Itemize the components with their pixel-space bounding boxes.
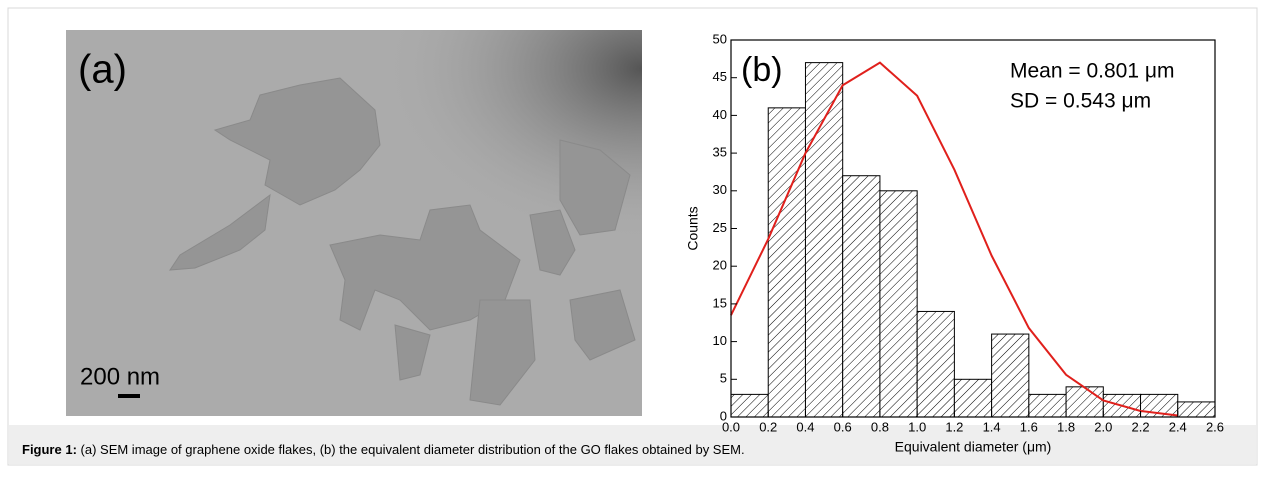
histogram-bar: [767, 107, 806, 418]
histogram-bar: [1065, 386, 1104, 418]
histogram-bar: [991, 333, 1030, 418]
x-tick-label: 1.6: [1020, 419, 1038, 434]
x-tick-label: 0.0: [722, 419, 740, 434]
x-tick-label: 2.6: [1206, 419, 1224, 434]
annotation: SD = 0.543 μm: [1010, 90, 1151, 113]
x-tick-label: 1.2: [945, 419, 963, 434]
histogram-bar: [1028, 393, 1067, 418]
x-tick-label: 0.2: [759, 419, 777, 434]
fit-curve: [730, 61, 1178, 417]
y-tick-label: 15: [713, 295, 727, 310]
x-axis-label: Equivalent diameter (μm): [895, 439, 1052, 455]
x-tick-label: 0.4: [796, 419, 814, 434]
x-tick-label: 1.8: [1057, 419, 1075, 434]
y-tick-label: 20: [713, 258, 727, 273]
panel-label: (b): [741, 51, 783, 89]
y-tick-label: 5: [720, 371, 727, 386]
y-axis-label: Counts: [685, 206, 701, 250]
y-tick-label: 40: [713, 107, 727, 122]
y-tick-label: 10: [713, 333, 727, 348]
y-tick-label: 25: [713, 220, 727, 235]
x-tick-label: 1.4: [983, 419, 1001, 434]
histogram-bar: [916, 310, 955, 418]
caption-label: Figure 1:: [22, 442, 77, 457]
annotation: Mean = 0.801 μm: [1010, 60, 1174, 83]
x-tick-label: 0.6: [834, 419, 852, 434]
y-tick-label: 50: [713, 31, 727, 46]
histogram-bar: [1177, 401, 1216, 418]
histogram-bar: [879, 190, 918, 418]
caption-band: [9, 425, 1256, 464]
histogram-chart: 0.0 0.2 0.4 0.6 0.8 1.0 1.2 1.4 1.6 1.8 2.0 2.2 2.4 2…: [685, 31, 1224, 454]
x-tick-label: 2.0: [1094, 419, 1112, 434]
caption: Figure 1: (a) SEM image of graphene oxid…: [22, 442, 745, 457]
histogram-bar: [842, 175, 881, 418]
x-tick-label: 1.0: [908, 419, 926, 434]
x-tick-label: 2.2: [1131, 419, 1149, 434]
x-tick-label: 0.8: [871, 419, 889, 434]
y-tick-label: 35: [713, 145, 727, 160]
x-tick-label: 2.4: [1169, 419, 1187, 434]
caption-text: (a) SEM image of graphene oxide flakes, …: [77, 442, 745, 457]
histogram-bar: [730, 393, 769, 418]
histogram-bar: [804, 62, 844, 418]
panel-label: (a): [78, 48, 127, 92]
histogram-bar: [953, 378, 993, 418]
scale-bar-label: 200 nm: [80, 363, 160, 390]
sem-image: (a) 200 nm: [66, 30, 642, 416]
y-tick-label: 45: [713, 69, 727, 84]
y-tick-label: 30: [713, 182, 727, 197]
y-tick-label: 0: [720, 408, 727, 423]
